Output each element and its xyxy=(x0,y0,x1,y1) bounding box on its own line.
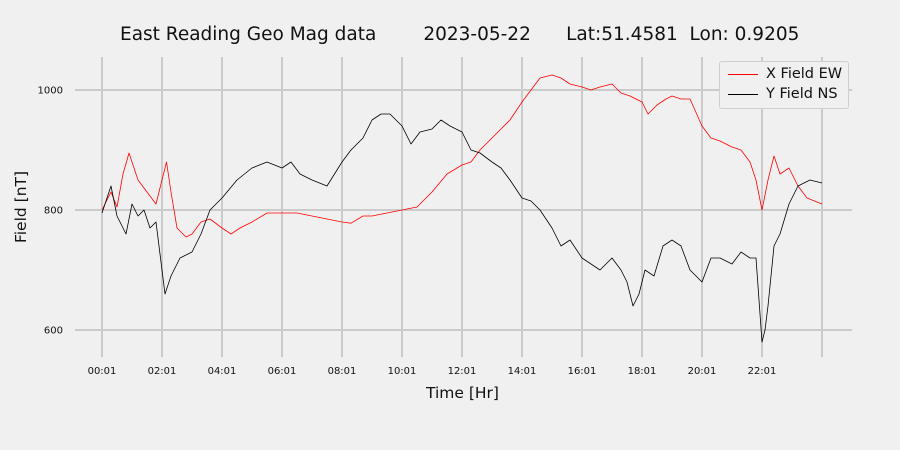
x-tick-label: 20:01 xyxy=(688,366,717,377)
y-axis-label: Field [nT] xyxy=(12,171,30,243)
x-tick-label: 14:01 xyxy=(508,366,537,377)
chart-legend: X Field EW Y Field NS xyxy=(719,61,849,109)
x-axis-label: Time [Hr] xyxy=(425,384,499,402)
x-tick-label: 10:01 xyxy=(388,366,417,377)
legend-label-x: X Field EW xyxy=(766,66,843,82)
y-tick-label: 1000 xyxy=(38,86,63,97)
x-tick-label: 04:01 xyxy=(208,366,237,377)
series-line-y-field xyxy=(101,113,823,343)
x-tick-label: 00:01 xyxy=(88,366,117,377)
x-tick-label: 08:01 xyxy=(328,366,357,377)
chart-title: East Reading Geo Mag data 2023-05-22 Lat… xyxy=(120,24,800,45)
x-tick-label: 02:01 xyxy=(148,366,177,377)
legend-item-y-field: Y Field NS xyxy=(728,84,838,104)
y-tick-label: 800 xyxy=(44,206,63,217)
series-line-x-field xyxy=(101,74,823,238)
legend-swatch-x xyxy=(728,73,758,75)
x-tick-label: 22:01 xyxy=(748,366,777,377)
x-tick-label: 06:01 xyxy=(268,366,297,377)
y-tick-label: 600 xyxy=(44,326,63,337)
x-tick-label: 18:01 xyxy=(628,366,657,377)
x-tick-label: 12:01 xyxy=(448,366,477,377)
legend-label-y: Y Field NS xyxy=(766,86,838,102)
x-tick-label: 16:01 xyxy=(568,366,597,377)
legend-swatch-y xyxy=(728,93,758,95)
legend-item-x-field: X Field EW xyxy=(728,64,842,84)
